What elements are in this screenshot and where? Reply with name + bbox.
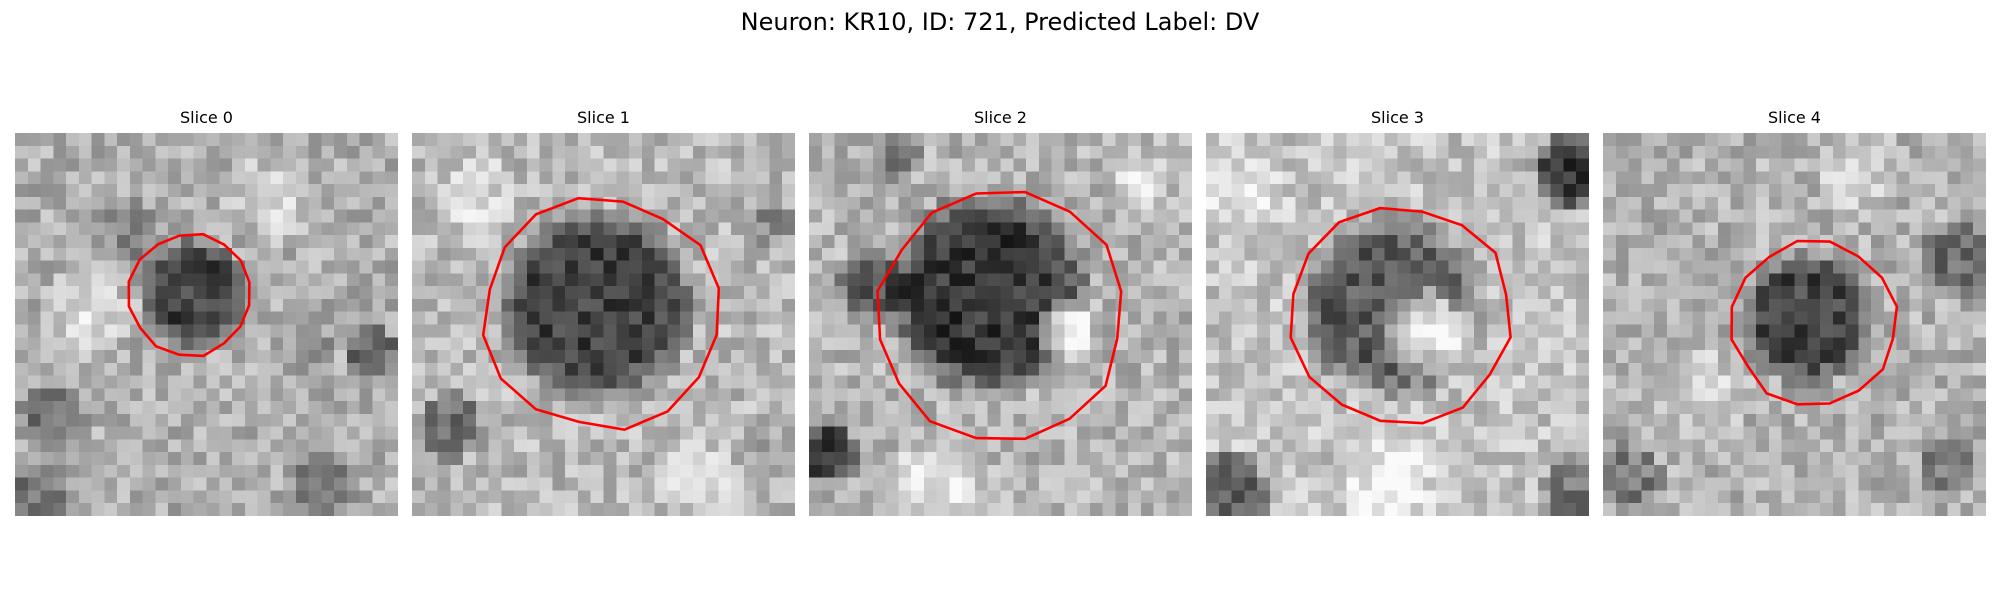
slice-image [15, 133, 398, 516]
slice-image [412, 133, 795, 516]
slice-title: Slice 1 [577, 108, 630, 127]
slice-panel-4: Slice 4 [1603, 106, 1986, 516]
slice-title: Slice 2 [974, 108, 1027, 127]
roi-contour [876, 190, 1123, 441]
roi-contour [481, 196, 721, 432]
slice-image [809, 133, 1192, 516]
pixel-grid [1206, 133, 1589, 516]
slice-title: Slice 4 [1768, 108, 1821, 127]
pixel-grid [1603, 133, 1986, 516]
roi-contour [1730, 239, 1899, 406]
slice-title: Slice 0 [180, 108, 233, 127]
slice-title: Slice 3 [1371, 108, 1424, 127]
slice-panel-1: Slice 1 [412, 106, 795, 516]
slice-panel-2: Slice 2 [809, 106, 1192, 516]
slice-panel-0: Slice 0 [15, 106, 398, 516]
roi-contour [127, 232, 251, 358]
roi-contour [1289, 206, 1512, 425]
slice-panel-3: Slice 3 [1206, 106, 1589, 516]
pixel-grid [412, 133, 795, 516]
pixel-grid [809, 133, 1192, 516]
figure-title: Neuron: KR10, ID: 721, Predicted Label: … [740, 8, 1260, 36]
pixel-grid [15, 133, 398, 516]
slice-image [1206, 133, 1589, 516]
slice-image [1603, 133, 1986, 516]
